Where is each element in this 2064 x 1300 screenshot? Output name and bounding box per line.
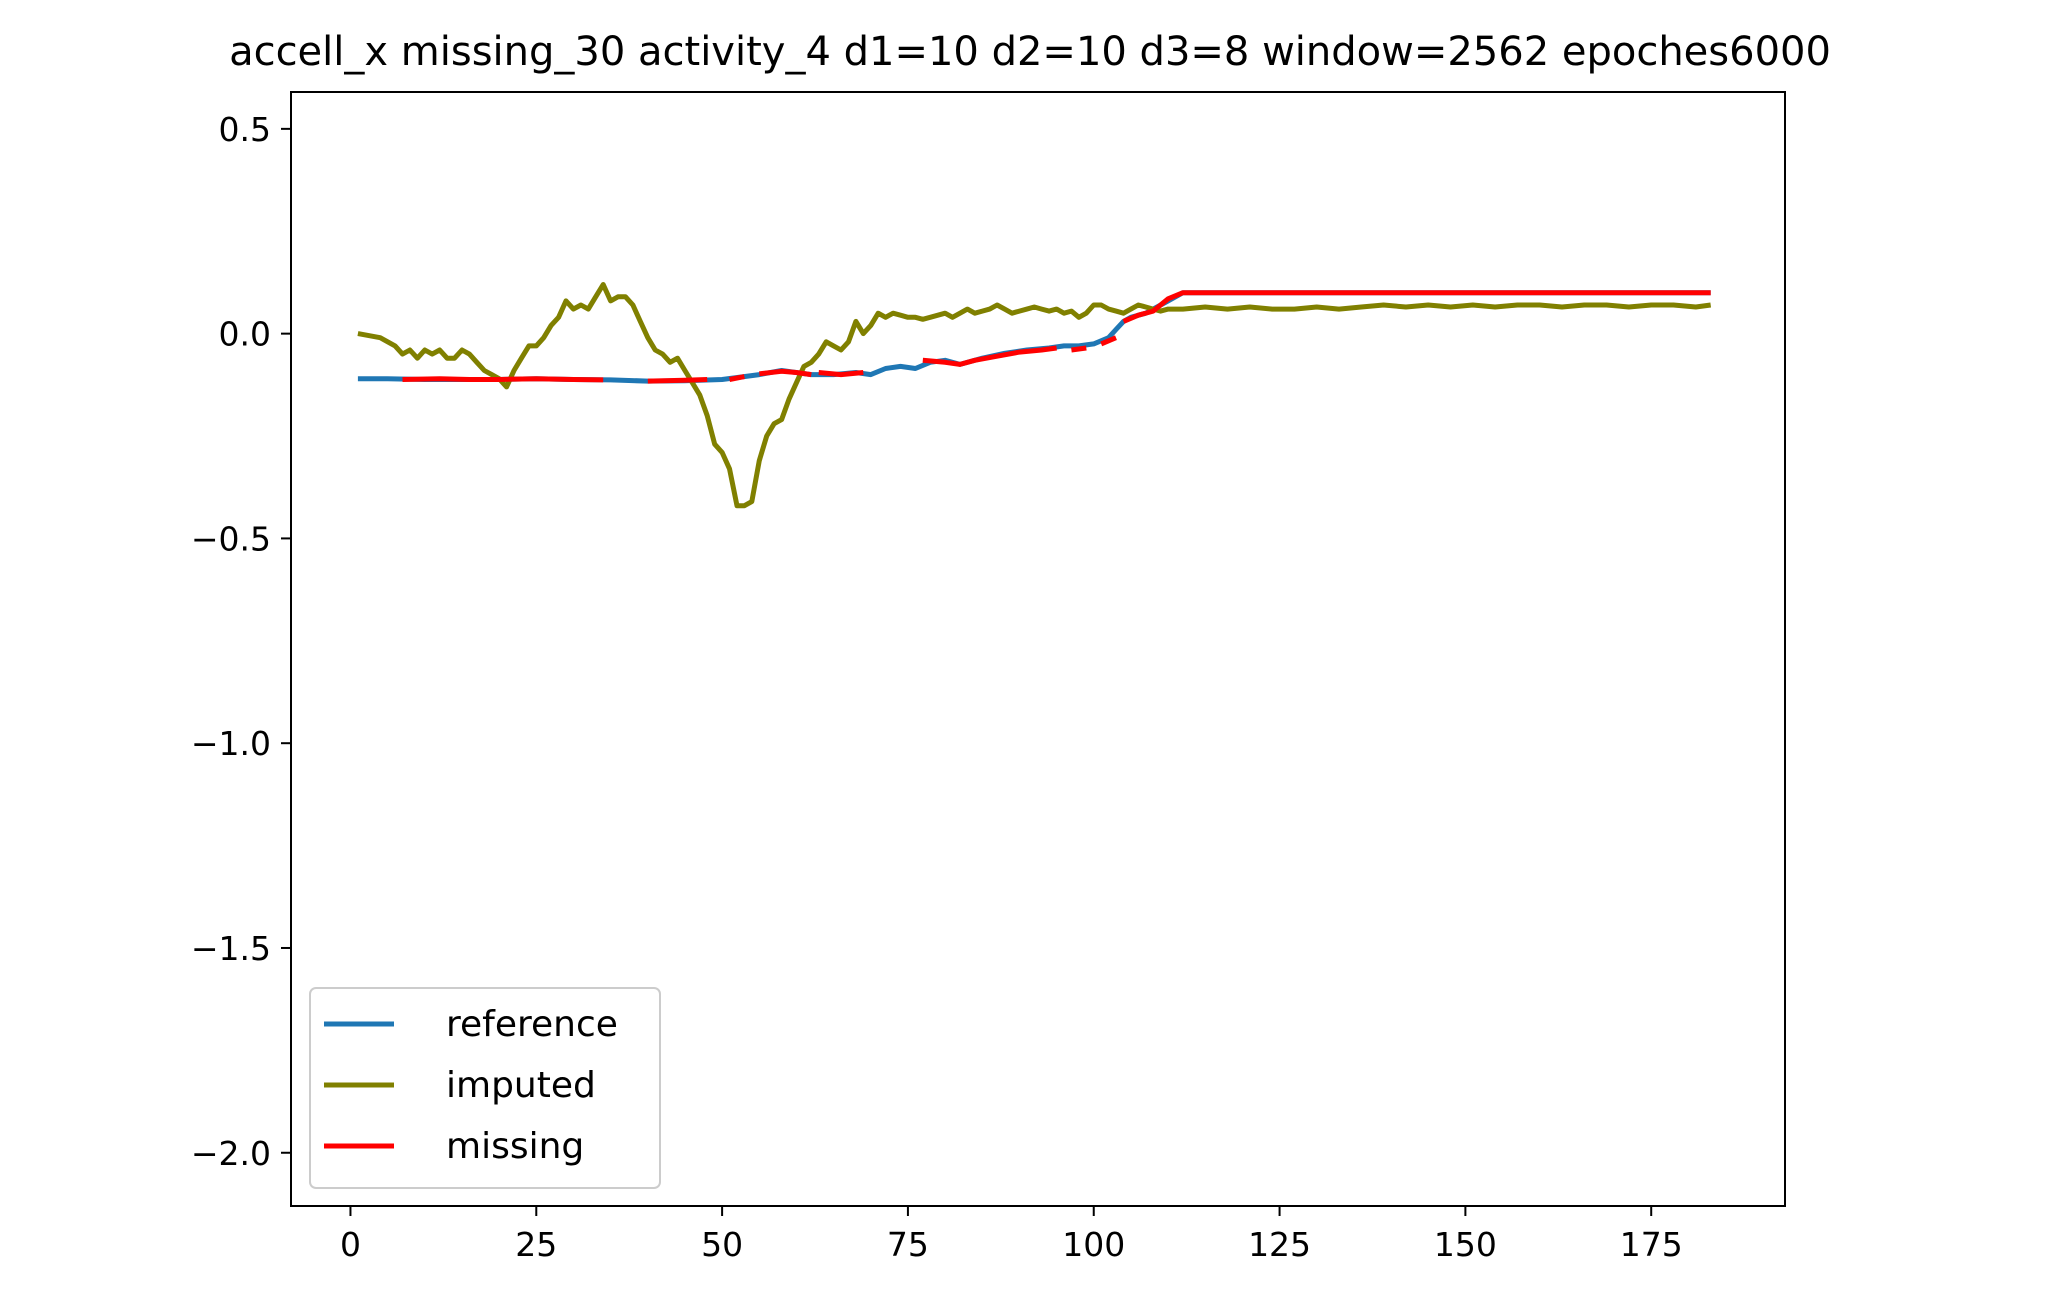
x-tick-label: 50 — [701, 1225, 743, 1264]
series-line-missing-segment-5 — [922, 345, 1057, 367]
legend-box — [309, 987, 661, 1189]
series-line-missing-segment-1 — [647, 377, 708, 384]
legend-label-imputed: imputed — [446, 1065, 596, 1106]
series-line-missing-segment-7 — [1100, 335, 1117, 347]
y-tick-label: −1.0 — [191, 724, 271, 763]
axes-frame — [290, 91, 1786, 1207]
series-line-missing-segment-6 — [1071, 345, 1087, 353]
series-line-missing-segment-3 — [759, 368, 812, 378]
x-tick-label: 100 — [1062, 1225, 1125, 1264]
y-tick-label: −2.0 — [191, 1134, 271, 1173]
y-tick-label: 0.0 — [219, 315, 271, 354]
series-line-missing-segment-2 — [729, 374, 745, 382]
y-tick-label: −0.5 — [191, 519, 271, 558]
x-tick-label: 0 — [340, 1225, 361, 1264]
x-tick-label: 150 — [1434, 1225, 1497, 1264]
x-tick-label: 25 — [515, 1225, 557, 1264]
series-line-missing-segment-8 — [1122, 290, 1711, 324]
x-tick-label: 75 — [887, 1225, 929, 1264]
y-tick-label: 0.5 — [219, 110, 271, 149]
chart-title: accell_x missing_30 activity_4 d1=10 d2=… — [229, 29, 1831, 75]
legend-label-missing: missing — [446, 1126, 584, 1167]
x-tick-label: 175 — [1620, 1225, 1683, 1264]
x-tick-label: 125 — [1248, 1225, 1311, 1264]
series-line-missing-segment-4 — [818, 370, 864, 378]
legend-label-reference: reference — [446, 1004, 618, 1045]
series-line-imputed — [357, 282, 1712, 509]
series-line-missing-segment-0 — [402, 376, 604, 383]
y-tick-label: −1.5 — [191, 929, 271, 968]
plot-area: 0 25 50 75 100 125 150 175 0.5 0.0 −0.5 −1.0 −1.5 −2.… — [191, 91, 1786, 1264]
